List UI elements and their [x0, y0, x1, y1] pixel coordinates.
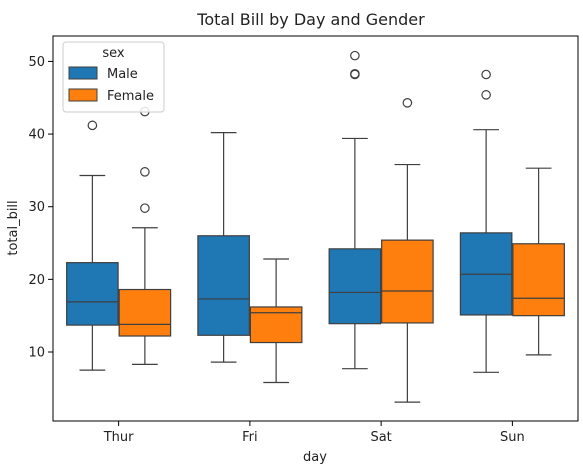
box-body: [197, 235, 250, 336]
plot-area: 10 20 30 40 50 Thur Fri Sat Sun: [28, 35, 579, 445]
outlier-point: [140, 203, 150, 213]
box-male-fri: [197, 132, 250, 363]
y-axis-label: total_bill: [6, 200, 21, 255]
legend-label-male: Male: [107, 67, 138, 82]
box-female-fri: [249, 258, 303, 384]
legend-swatch-female: [68, 88, 98, 102]
outlier-point: [350, 68, 360, 79]
plot-frame: [52, 35, 579, 422]
x-tick-label: Thur: [103, 430, 134, 445]
box-female-sun: [512, 167, 565, 356]
y-tick-label: 40: [28, 128, 45, 143]
box-body: [512, 243, 565, 317]
legend-title: sex: [102, 46, 125, 61]
outlier-point: [481, 90, 491, 100]
box-body: [328, 248, 382, 325]
outlier-point: [140, 167, 150, 177]
x-tick-label: Sun: [500, 430, 525, 445]
box-female-thur: [118, 106, 172, 365]
chart-title: Total Bill by Day and Gender: [196, 10, 425, 29]
box-female-sat: [381, 98, 434, 403]
box-body: [66, 262, 119, 326]
box-body: [118, 288, 172, 337]
box-male-thur: [66, 120, 119, 371]
box-male-sun: [459, 69, 513, 373]
y-tick-label: 10: [28, 345, 45, 360]
outlier-point: [402, 98, 413, 108]
y-tick-label: 20: [28, 273, 45, 288]
outlier-point: [350, 50, 360, 61]
outlier-point: [87, 120, 98, 131]
legend: sex Male Female: [62, 41, 165, 113]
y-tick-label: 50: [28, 55, 45, 70]
y-tick-label: 30: [28, 200, 45, 215]
legend-label-female: Female: [107, 89, 154, 104]
x-tick-label: Fri: [242, 430, 258, 445]
legend-swatch-male: [68, 66, 98, 80]
outlier-point: [481, 69, 491, 80]
box-body: [381, 239, 434, 324]
x-tick-label: Sat: [370, 430, 391, 445]
x-axis-label: day: [303, 450, 327, 465]
box-male-sat: [328, 50, 382, 370]
